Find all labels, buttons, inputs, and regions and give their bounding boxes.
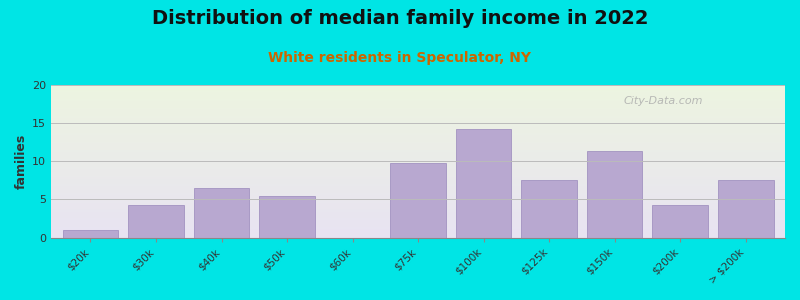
Bar [128,205,184,238]
Bar [390,163,446,238]
Bar [194,188,250,238]
Text: Distribution of median family income in 2022: Distribution of median family income in … [152,9,648,28]
Text: City-Data.com: City-Data.com [623,96,703,106]
Bar [259,196,315,238]
Bar [718,180,774,238]
Bar [586,151,642,238]
Bar [456,129,511,238]
Bar [62,230,118,238]
Bar [652,205,708,238]
Text: White residents in Speculator, NY: White residents in Speculator, NY [269,51,531,65]
Y-axis label: families: families [15,134,28,189]
Bar [522,180,577,238]
